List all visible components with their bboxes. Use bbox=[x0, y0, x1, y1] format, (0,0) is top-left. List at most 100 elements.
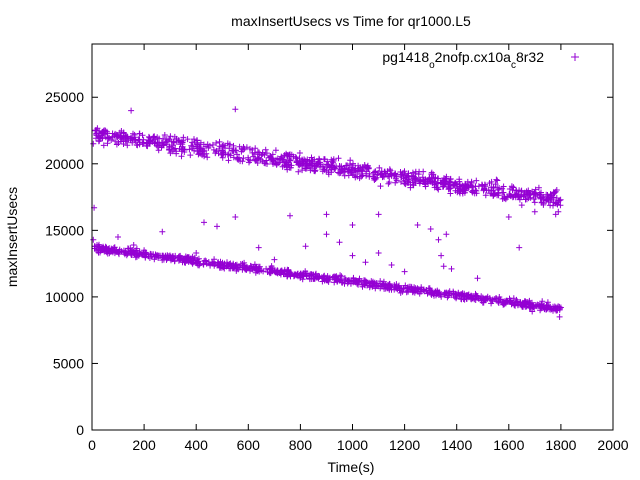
data-point bbox=[492, 295, 499, 302]
y-tick-label: 15000 bbox=[45, 222, 84, 238]
data-point bbox=[405, 287, 411, 294]
data-point bbox=[124, 142, 131, 149]
data-point bbox=[187, 152, 194, 159]
data-point bbox=[316, 155, 322, 162]
data-point bbox=[97, 247, 104, 254]
data-point bbox=[227, 152, 234, 159]
data-point bbox=[416, 178, 422, 185]
data-point bbox=[311, 156, 318, 163]
data-point bbox=[161, 254, 168, 261]
data-point bbox=[416, 290, 423, 297]
data-point bbox=[287, 212, 293, 219]
data-point bbox=[321, 166, 328, 173]
data-point bbox=[421, 177, 428, 184]
data-point bbox=[115, 234, 121, 240]
data-point bbox=[116, 129, 123, 136]
data-point bbox=[441, 289, 448, 296]
data-point bbox=[490, 185, 497, 191]
data-point bbox=[435, 236, 442, 243]
data-point bbox=[328, 169, 335, 176]
data-point bbox=[274, 268, 281, 275]
data-point bbox=[341, 165, 348, 172]
data-point bbox=[464, 178, 471, 185]
data-point bbox=[490, 191, 497, 198]
data-point bbox=[171, 133, 178, 140]
data-point bbox=[518, 202, 525, 209]
data-point bbox=[469, 184, 476, 191]
data-point bbox=[357, 164, 364, 171]
data-point bbox=[100, 142, 107, 149]
data-point bbox=[532, 186, 539, 193]
data-point bbox=[169, 256, 176, 263]
x-tick-label: 0 bbox=[88, 437, 96, 453]
data-point bbox=[428, 171, 435, 178]
data-point bbox=[475, 183, 482, 190]
data-point bbox=[424, 290, 431, 297]
data-point bbox=[218, 264, 225, 271]
data-point bbox=[160, 135, 167, 142]
data-point bbox=[426, 175, 433, 182]
data-point bbox=[376, 164, 383, 171]
y-axis-label: maxInsertUsecs bbox=[4, 187, 20, 287]
data-point bbox=[130, 242, 137, 248]
data-point bbox=[132, 137, 139, 144]
data-point bbox=[509, 194, 516, 201]
data-point bbox=[495, 298, 502, 305]
data-point bbox=[112, 138, 119, 145]
data-point bbox=[166, 147, 173, 153]
data-point bbox=[375, 250, 382, 256]
data-point bbox=[173, 150, 180, 157]
data-point bbox=[149, 138, 156, 145]
data-point bbox=[166, 136, 173, 143]
data-point bbox=[493, 176, 500, 183]
data-point bbox=[438, 252, 445, 259]
data-point bbox=[134, 253, 140, 260]
data-point bbox=[209, 141, 216, 148]
data-point bbox=[309, 271, 316, 278]
data-point bbox=[495, 300, 502, 306]
data-point bbox=[409, 169, 416, 176]
data-point bbox=[375, 211, 382, 218]
data-point bbox=[107, 248, 114, 255]
data-point bbox=[544, 299, 551, 306]
data-point bbox=[186, 146, 193, 153]
data-point bbox=[486, 180, 493, 187]
data-point bbox=[408, 173, 415, 179]
data-point bbox=[191, 147, 198, 154]
data-point bbox=[267, 153, 274, 159]
data-point bbox=[99, 244, 106, 251]
data-point bbox=[453, 295, 460, 302]
data-point bbox=[507, 298, 514, 305]
legend-marker-plus bbox=[571, 53, 579, 61]
data-point bbox=[296, 162, 303, 169]
data-point bbox=[188, 142, 195, 149]
data-point bbox=[500, 301, 507, 308]
data-point bbox=[90, 236, 97, 243]
data-point bbox=[198, 146, 205, 153]
data-point bbox=[548, 192, 555, 199]
data-point bbox=[181, 256, 188, 263]
data-point bbox=[521, 298, 528, 305]
data-point bbox=[358, 278, 365, 285]
data-point bbox=[388, 262, 395, 268]
data-point bbox=[306, 160, 313, 167]
data-point bbox=[250, 153, 257, 160]
data-point bbox=[393, 173, 400, 180]
data-point bbox=[445, 184, 452, 191]
data-point bbox=[341, 275, 348, 282]
x-axis-label: Time(s) bbox=[328, 459, 375, 475]
data-point bbox=[308, 272, 315, 279]
data-point bbox=[372, 168, 379, 175]
data-point bbox=[537, 307, 544, 314]
data-point bbox=[129, 139, 136, 146]
data-point bbox=[226, 265, 233, 272]
data-point bbox=[447, 190, 454, 197]
data-point bbox=[443, 231, 450, 238]
data-point bbox=[335, 155, 342, 162]
data-point bbox=[530, 196, 537, 202]
data-point bbox=[556, 305, 563, 312]
x-tick-label: 600 bbox=[237, 437, 261, 453]
data-point bbox=[303, 165, 310, 172]
data-point bbox=[552, 211, 559, 218]
data-point bbox=[317, 161, 324, 168]
